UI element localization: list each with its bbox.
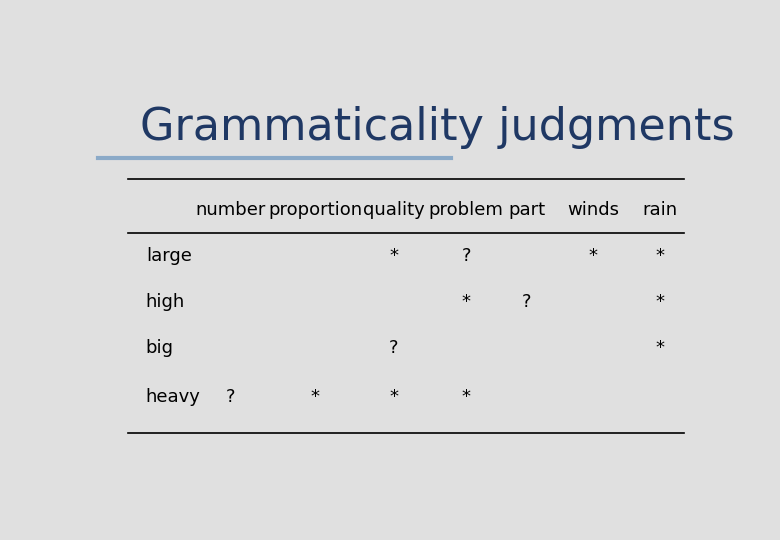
Text: ?: ? bbox=[462, 247, 471, 265]
Text: ?: ? bbox=[225, 388, 236, 407]
Text: heavy: heavy bbox=[146, 388, 200, 407]
Text: *: * bbox=[462, 388, 471, 407]
Text: big: big bbox=[146, 339, 174, 356]
Text: *: * bbox=[462, 293, 471, 311]
Text: *: * bbox=[655, 339, 665, 356]
Text: large: large bbox=[146, 247, 192, 265]
Text: *: * bbox=[655, 293, 665, 311]
Text: problem: problem bbox=[429, 201, 504, 219]
Text: part: part bbox=[508, 201, 545, 219]
Text: *: * bbox=[389, 388, 399, 407]
Text: ?: ? bbox=[522, 293, 531, 311]
Text: quality: quality bbox=[363, 201, 424, 219]
Text: high: high bbox=[146, 293, 185, 311]
Text: ?: ? bbox=[389, 339, 399, 356]
Text: winds: winds bbox=[567, 201, 619, 219]
Text: rain: rain bbox=[642, 201, 677, 219]
Text: proportion: proportion bbox=[268, 201, 362, 219]
Text: *: * bbox=[389, 247, 399, 265]
Text: Grammaticality judgments: Grammaticality judgments bbox=[140, 106, 735, 150]
Text: *: * bbox=[310, 388, 320, 407]
Text: *: * bbox=[655, 247, 665, 265]
Text: number: number bbox=[195, 201, 266, 219]
Text: *: * bbox=[589, 247, 597, 265]
